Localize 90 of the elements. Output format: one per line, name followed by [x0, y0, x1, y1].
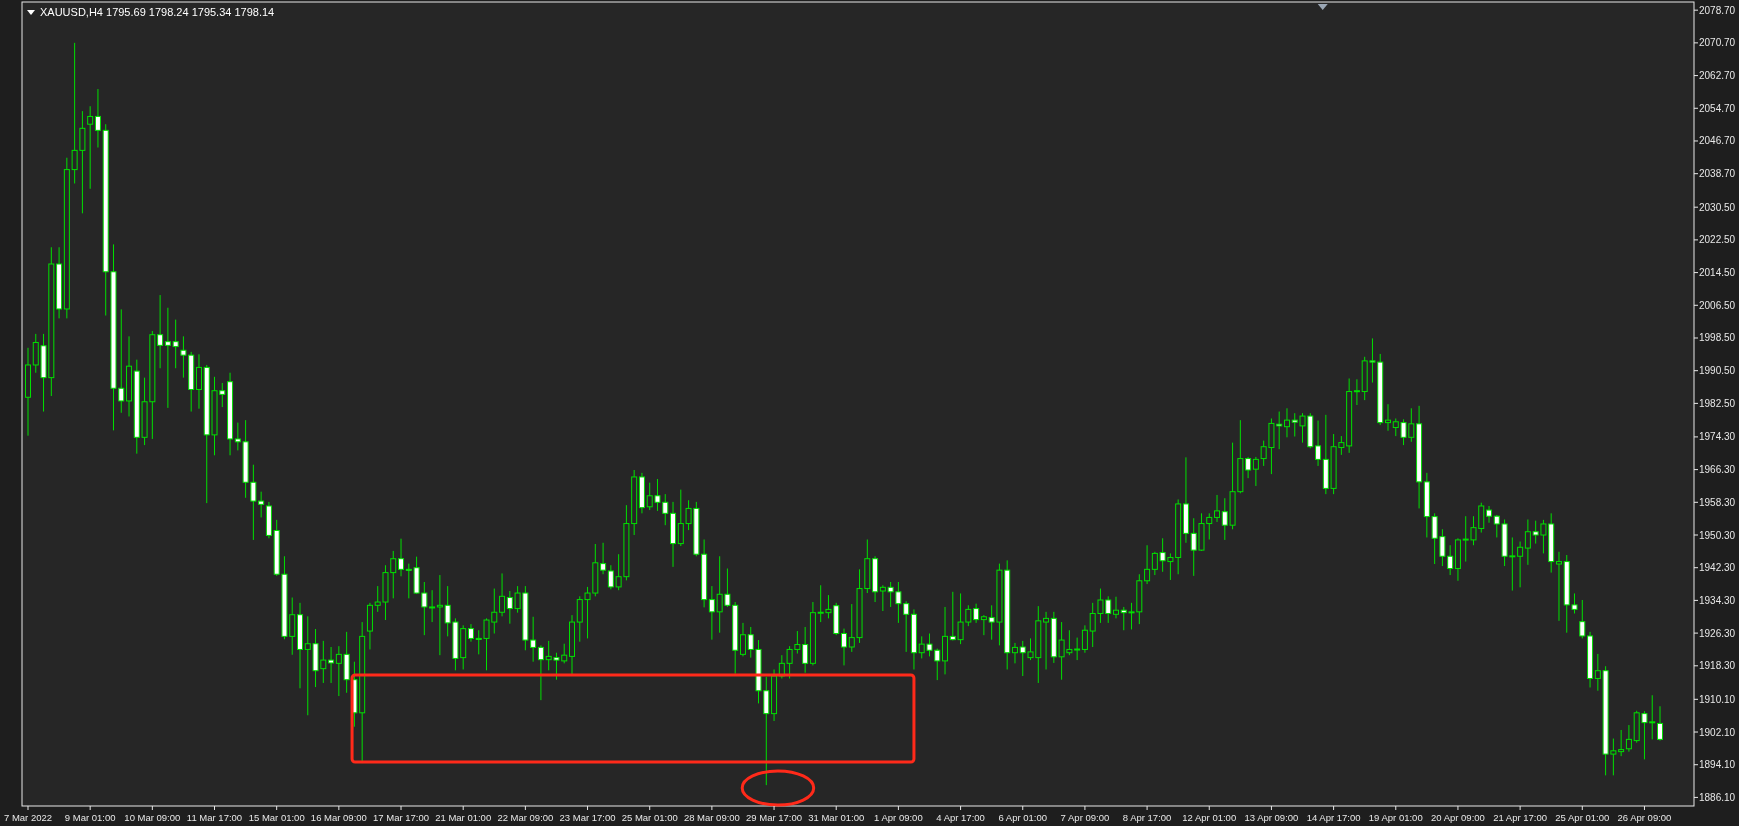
x-tick-label: 12 Apr 01:00	[1182, 812, 1237, 823]
candlestick	[1657, 705, 1663, 742]
x-tick-label: 31 Mar 01:00	[808, 812, 865, 823]
y-tick-label: 2006.50	[1699, 299, 1736, 311]
y-tick-label: 2062.70	[1699, 70, 1736, 82]
candlestick	[1252, 456, 1259, 487]
x-tick-label: 11 Mar 17:00	[186, 812, 243, 823]
x-tick-label: 25 Apr 01:00	[1555, 812, 1610, 823]
candlestick	[172, 319, 179, 369]
candlestick	[1283, 407, 1290, 438]
x-tick-label: 19 Apr 01:00	[1368, 812, 1423, 823]
x-tick-label: 21 Apr 17:00	[1493, 812, 1548, 823]
x-tick-label: 8 Apr 17:00	[1122, 812, 1172, 823]
candlestick	[1144, 544, 1151, 585]
candlestick	[1555, 551, 1562, 622]
candlestick	[1524, 518, 1531, 566]
candlestick	[537, 644, 544, 701]
candlestick	[600, 542, 607, 575]
x-tick-label: 23 Mar 17:00	[559, 812, 616, 823]
x-tick-label: 9 Mar 01:00	[64, 812, 116, 823]
candlestick	[1385, 403, 1391, 432]
y-tick-label: 1966.30	[1699, 464, 1736, 476]
y-tick-label: 1942.30	[1699, 562, 1736, 574]
candlestick	[436, 574, 443, 656]
candlestick	[739, 622, 746, 657]
x-tick-label: 25 Mar 01:00	[621, 812, 678, 823]
y-tick-label: 1998.50	[1699, 332, 1736, 344]
x-tick-label: 7 Apr 09:00	[1060, 812, 1110, 823]
x-tick-label: 21 Mar 01:00	[435, 812, 492, 823]
candlestick	[429, 589, 436, 623]
candlestick	[1353, 378, 1360, 406]
y-tick-label: 1934.30	[1699, 594, 1736, 606]
candlestick	[1625, 724, 1632, 753]
candlestick	[164, 307, 171, 409]
candlestick	[1245, 456, 1252, 479]
y-tick-label: 1894.10	[1699, 759, 1736, 771]
candlestick	[499, 572, 506, 617]
candlestick	[973, 603, 980, 624]
candlestick	[328, 646, 335, 684]
y-tick-label: 2022.50	[1699, 234, 1736, 246]
x-tick-label: 29 Mar 17:00	[746, 812, 803, 823]
x-tick-label: 22 Mar 09:00	[497, 812, 554, 823]
candlestick	[1315, 420, 1322, 467]
x-tick-label: 4 Apr 17:00	[936, 812, 985, 823]
candlestick	[1011, 642, 1018, 664]
candlestick	[195, 353, 202, 410]
candlestick	[708, 585, 715, 641]
candlestick	[1043, 611, 1050, 670]
x-tick-label: 14 Apr 17:00	[1306, 812, 1361, 823]
y-tick-label: 1982.50	[1699, 397, 1736, 409]
x-tick-label: 10 Mar 09:00	[124, 812, 181, 823]
x-tick-label: 6 Apr 01:00	[998, 812, 1048, 823]
x-tick-label: 1 Apr 09:00	[874, 812, 923, 823]
candlestick	[980, 614, 987, 636]
x-tick-label: 20 Apr 09:00	[1431, 812, 1485, 823]
candlestick	[1081, 624, 1088, 654]
x-tick-label: 16 Mar 09:00	[310, 812, 367, 823]
x-tick-label: 15 Mar 01:00	[248, 812, 305, 823]
y-tick-label: 1950.30	[1699, 529, 1736, 541]
candlestick	[841, 628, 847, 666]
candlestick	[94, 88, 101, 149]
candlestick	[1579, 599, 1586, 639]
y-tick-label: 2038.70	[1699, 168, 1736, 180]
y-tick-label: 2070.70	[1699, 37, 1736, 49]
chart-title: XAUUSD,H4 1795.69 1798.24 1795.34 1798.14	[40, 6, 275, 18]
x-tick-label: 7 Mar 2022	[3, 812, 53, 823]
y-tick-label: 1918.30	[1699, 660, 1736, 672]
y-tick-label: 2014.50	[1699, 267, 1736, 279]
y-tick-label: 2030.50	[1699, 201, 1736, 213]
x-tick-label: 13 Apr 09:00	[1244, 812, 1299, 823]
y-tick-label: 2054.70	[1699, 102, 1736, 114]
x-tick-label: 17 Mar 17:00	[373, 812, 430, 823]
candlestick	[157, 294, 164, 369]
y-tick-label: 1902.10	[1699, 726, 1736, 738]
candlestick	[1214, 494, 1221, 523]
y-tick-label: 2046.70	[1699, 135, 1736, 147]
candlestick	[398, 538, 405, 577]
y-tick-label: 1974.30	[1699, 431, 1736, 443]
candlestick	[87, 105, 94, 190]
candlestick	[1517, 541, 1524, 588]
candlestick	[1486, 505, 1493, 524]
x-tick-label: 26 Apr 09:00	[1617, 812, 1672, 823]
y-tick-label: 1926.30	[1699, 627, 1736, 639]
y-tick-label: 1990.50	[1699, 365, 1736, 377]
x-tick-label: 28 Mar 09:00	[683, 812, 740, 823]
y-tick-label: 1958.30	[1699, 496, 1736, 508]
y-tick-label: 1886.10	[1699, 791, 1736, 803]
y-tick-label: 1910.10	[1699, 693, 1736, 705]
candlestick	[1113, 596, 1119, 619]
y-tick-label: 2078.70	[1699, 4, 1736, 16]
